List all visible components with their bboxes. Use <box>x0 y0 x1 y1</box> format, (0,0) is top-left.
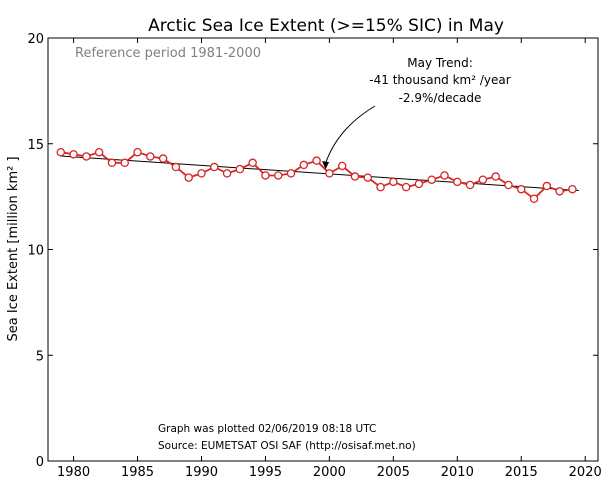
marks-layer <box>56 105 579 203</box>
data-point <box>440 171 449 180</box>
data-point <box>133 147 142 157</box>
data-point <box>107 158 117 168</box>
footer: Graph was plotted 02/06/2019 08:18 UTC S… <box>158 423 416 452</box>
axes-layer: 1980 1985 1990 1995 2000 2005 2010 2015 20200510… <box>27 32 601 480</box>
data-point <box>376 182 385 192</box>
data-point <box>222 169 232 178</box>
data-point <box>184 173 193 182</box>
x-tick-label: 2015 <box>505 465 538 480</box>
data-point <box>235 164 245 174</box>
y-tick-label: 15 <box>27 138 44 153</box>
x-tick-label: 2005 <box>377 465 410 480</box>
data-point <box>158 154 168 163</box>
data-point <box>401 182 411 192</box>
y-axis-label: Sea Ice Extent [million km² ] <box>6 156 21 341</box>
footer-plotted-date: Graph was plotted 02/06/2019 08:18 UTC <box>158 423 376 435</box>
x-tick-label: 1985 <box>121 465 154 480</box>
data-point <box>542 181 552 191</box>
data-point <box>363 173 373 182</box>
x-tick-label: 2020 <box>569 465 602 480</box>
x-tick-label: 1995 <box>249 465 282 480</box>
y-tick-label: 0 <box>36 455 44 470</box>
data-point <box>427 175 436 184</box>
data-point <box>529 194 539 203</box>
trend-annotation-line3: -2.9%/decade <box>399 91 482 105</box>
annotation-arrowhead <box>322 161 330 170</box>
data-point <box>171 162 181 172</box>
data-point <box>465 180 475 190</box>
data-point <box>299 160 309 170</box>
data-point <box>517 184 526 194</box>
data-point <box>504 180 513 190</box>
y-tick-label: 10 <box>27 244 44 259</box>
footer-source: Source: EUMETSAT OSI SAF (http://osisaf.… <box>158 440 416 452</box>
data-point <box>273 171 283 180</box>
x-tick-label: 2000 <box>313 465 346 480</box>
y-tick-label: 5 <box>36 349 44 364</box>
data-point <box>56 147 66 157</box>
trend-annotation-line2: -41 thousand km² /year <box>369 73 510 87</box>
trend-annotation: May Trend: -41 thousand km² /year -2.9%/… <box>369 56 510 105</box>
x-tick-label: 1990 <box>185 465 218 480</box>
data-point <box>325 169 334 178</box>
data-point <box>414 179 424 189</box>
y-tick-label: 20 <box>27 32 44 47</box>
data-point <box>261 171 270 180</box>
x-tick-label: 1980 <box>57 465 90 480</box>
data-point <box>350 172 360 181</box>
data-point <box>337 161 347 171</box>
plot-area <box>47 37 599 462</box>
data-point <box>146 152 155 161</box>
data-point <box>389 177 398 187</box>
data-point <box>312 156 321 165</box>
chart-title: Arctic Sea Ice Extent (>=15% SIC) in May <box>148 16 504 36</box>
data-point <box>555 187 564 196</box>
data-point <box>453 177 462 187</box>
data-point <box>248 158 257 168</box>
data-point <box>210 162 219 172</box>
data-point <box>568 184 577 194</box>
data-point <box>478 175 488 184</box>
trend-annotation-line1: May Trend: <box>407 56 473 70</box>
x-tick-label: 2010 <box>441 465 474 480</box>
data-point <box>69 150 78 159</box>
annotation-arrow <box>325 105 376 164</box>
data-point <box>94 147 104 157</box>
data-point <box>491 172 500 181</box>
reference-note: Reference period 1981-2000 <box>75 46 261 61</box>
data-point <box>197 169 206 178</box>
data-point <box>82 152 91 161</box>
trend-line <box>60 155 579 191</box>
data-point <box>120 158 129 168</box>
data-point <box>286 169 296 178</box>
